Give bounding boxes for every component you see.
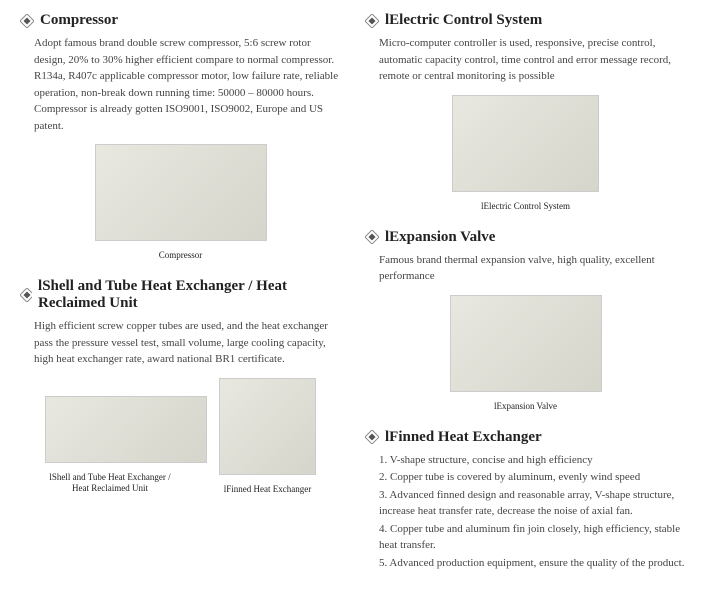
figure-expansion: lExpansion Valve [365, 295, 686, 411]
list-item: 3. Advanced finned design and reasonable… [379, 487, 686, 520]
heading-electric: lElectric Control System [365, 12, 686, 29]
heading-finned: lFinned Heat Exchanger [365, 429, 686, 446]
heading-shell-tube: lShell and Tube Heat Exchanger / Heat Re… [20, 278, 341, 312]
list-item: 2. Copper tube is covered by aluminum, e… [379, 469, 686, 486]
caption-compressor: Compressor [20, 250, 341, 260]
right-column: lElectric Control System Micro-computer … [365, 12, 686, 589]
diamond-icon [365, 430, 379, 444]
figure-electric: lElectric Control System [365, 95, 686, 211]
caption-electric: lElectric Control System [365, 201, 686, 211]
heading-expansion: lExpansion Valve [365, 229, 686, 246]
body-expansion: Famous brand thermal expansion valve, hi… [379, 252, 686, 285]
list-item: 5. Advanced production equipment, ensure… [379, 555, 686, 572]
section-finned: lFinned Heat Exchanger 1. V-shape struct… [365, 429, 686, 572]
heading-text: lExpansion Valve [385, 229, 495, 246]
figure-row: lShell and Tube Heat Exchanger / Heat Re… [20, 378, 341, 494]
diamond-icon [20, 288, 32, 302]
list-item: 4. Copper tube and aluminum fin join clo… [379, 521, 686, 554]
heading-text: lShell and Tube Heat Exchanger / Heat Re… [38, 278, 341, 312]
caption-shell-tube: lShell and Tube Heat Exchanger / Heat Re… [45, 472, 175, 494]
diamond-icon [20, 14, 34, 28]
diamond-icon [365, 14, 379, 28]
image-electric [452, 95, 599, 192]
heading-text: Compressor [40, 12, 118, 29]
section-shell-tube: lShell and Tube Heat Exchanger / Heat Re… [20, 278, 341, 494]
section-electric: lElectric Control System Micro-computer … [365, 12, 686, 211]
image-compressor [95, 144, 267, 241]
heading-text: lFinned Heat Exchanger [385, 429, 542, 446]
caption-finned-small: lFinned Heat Exchanger [219, 484, 316, 494]
heading-compressor: Compressor [20, 12, 341, 29]
list-item: 1. V-shape structure, concise and high e… [379, 452, 686, 469]
columns: Compressor Adopt famous brand double scr… [20, 12, 686, 589]
caption-expansion: lExpansion Valve [365, 401, 686, 411]
body-electric: Micro-computer controller is used, respo… [379, 35, 686, 85]
section-compressor: Compressor Adopt famous brand double scr… [20, 12, 341, 260]
diamond-icon [365, 230, 379, 244]
left-column: Compressor Adopt famous brand double scr… [20, 12, 341, 589]
section-expansion: lExpansion Valve Famous brand thermal ex… [365, 229, 686, 411]
image-shell-tube [45, 396, 207, 463]
body-compressor: Adopt famous brand double screw compress… [34, 35, 341, 134]
image-finned-small [219, 378, 316, 475]
image-expansion [450, 295, 602, 392]
body-shell-tube: High efficient screw copper tubes are us… [34, 318, 341, 368]
heading-text: lElectric Control System [385, 12, 542, 29]
figure-shell-tube: lShell and Tube Heat Exchanger / Heat Re… [45, 396, 207, 494]
list-finned: 1. V-shape structure, concise and high e… [379, 452, 686, 572]
figure-finned-small: lFinned Heat Exchanger [219, 378, 316, 494]
figure-compressor: Compressor [20, 144, 341, 260]
